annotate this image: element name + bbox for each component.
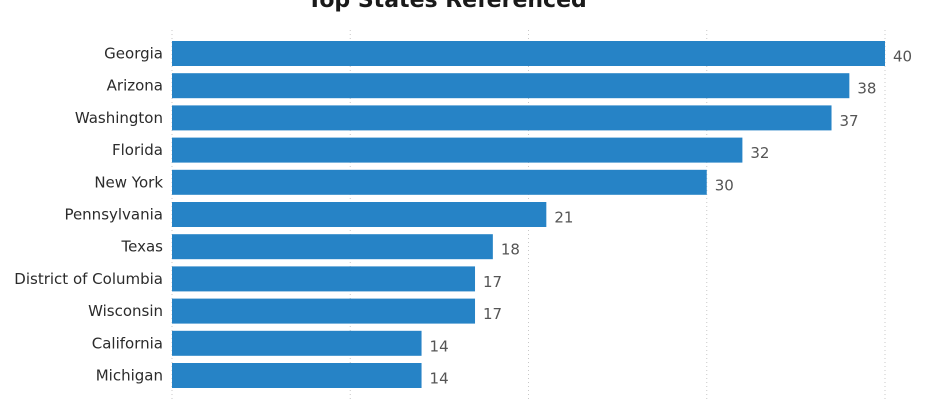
category-label: Washington [75, 109, 163, 127]
category-labels: Georgia Arizona Washington Florida New York P… [14, 45, 163, 385]
category-label: Florida [112, 141, 163, 159]
category-label: Texas [121, 238, 164, 256]
bar [172, 202, 547, 227]
bar [172, 363, 422, 388]
data-label: 38 [857, 80, 876, 98]
data-label: 37 [840, 112, 859, 130]
bar [172, 137, 743, 163]
data-label: 40 [893, 48, 912, 66]
bar [172, 41, 885, 66]
bar [172, 169, 707, 195]
category-label: California [92, 334, 163, 352]
data-label: 30 [715, 176, 734, 194]
data-label: 18 [501, 241, 520, 259]
category-label: Michigan [96, 367, 163, 385]
category-label: Georgia [104, 45, 163, 63]
category-label: Pennsylvania [64, 206, 163, 224]
bar [172, 298, 476, 324]
bar [172, 105, 832, 131]
data-label: 21 [554, 209, 573, 227]
data-labels: 40 38 37 32 30 21 18 17 17 14 14 [430, 48, 913, 388]
category-label: New York [94, 173, 163, 191]
data-label: 17 [483, 273, 502, 291]
data-label: 32 [750, 144, 769, 162]
bar [172, 234, 493, 260]
category-label: District of Columbia [14, 270, 163, 288]
bar [172, 330, 422, 356]
data-label: 14 [430, 337, 449, 355]
category-label: Wisconsin [88, 302, 163, 320]
data-label: 14 [430, 370, 449, 388]
category-label: Arizona [107, 77, 163, 95]
bars [172, 41, 885, 388]
chart-title: Top States Referenced [307, 0, 587, 13]
data-label: 17 [483, 305, 502, 323]
bar [172, 73, 850, 99]
bar [172, 266, 476, 292]
